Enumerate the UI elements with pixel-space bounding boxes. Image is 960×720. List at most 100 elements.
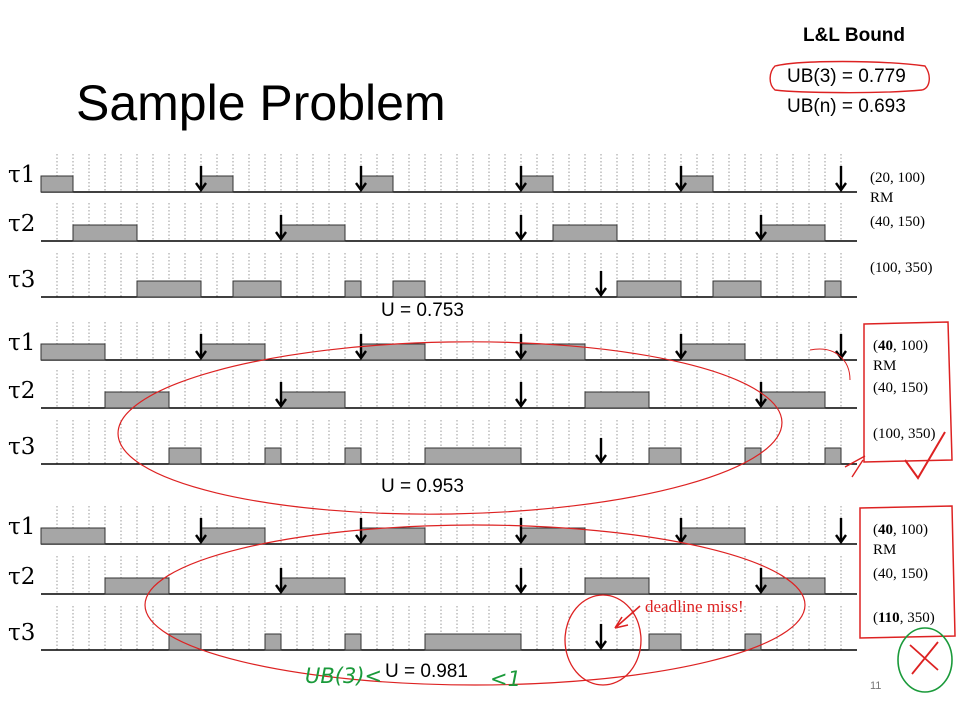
deadline-arrowhead [755,584,767,595]
execution-block [40,343,106,361]
execution-block [824,280,842,298]
utilization-label-2: U = 0.953 [381,476,464,497]
execution-block [680,343,746,361]
task-label: τ1 [8,514,35,540]
task-label: τ3 [8,434,35,460]
execution-block [552,224,618,242]
execution-block [280,577,346,595]
deadline-arrowhead [275,231,287,242]
scenario3-ellipse [144,524,806,686]
pen-stroke [809,348,851,381]
scenario3-params-box [859,505,956,639]
execution-block [616,280,682,298]
task-label: τ3 [8,620,35,646]
task3-params: (110, 350) [873,610,935,626]
task1-params: (20, 100) [870,170,925,186]
execution-block [760,224,826,242]
task-label: τ2 [8,564,35,590]
deadline-arrowhead [835,534,847,545]
utilization-label-1: U = 0.753 [381,300,464,321]
execution-block [280,391,346,409]
scheduling-policy: RM [870,190,893,206]
execution-block [232,280,282,298]
ub3-value: UB(3) = 0.779 [787,66,906,87]
task1-params: (40, 100) [873,338,928,354]
execution-block [40,527,106,545]
deadline-miss-circle [564,594,642,686]
execution-block [136,280,202,298]
task2-params: (40, 150) [873,566,928,582]
execution-block [200,343,266,361]
task2-params: (40, 150) [870,214,925,230]
task1-params: (40, 100) [873,522,928,538]
deadline-arrowhead [835,182,847,193]
task3-params: (100, 350) [873,426,936,442]
execution-block [104,577,170,595]
deadline-arrowhead [675,182,687,193]
deadline-arrowhead [835,350,847,361]
deadline-arrowhead [195,350,207,361]
deadline-miss-pointer [614,605,641,629]
deadline-arrowhead [595,287,607,298]
scenario2-params-box [863,321,953,463]
scenario2-ellipse [117,341,783,515]
checkmark [904,431,946,480]
cross-circle [897,627,953,693]
execution-block [40,175,74,193]
task-label: τ2 [8,211,35,237]
execution-block [344,633,362,651]
scheduling-policy: RM [873,358,896,374]
deadline-arrowhead [195,534,207,545]
deadline-arrowhead [675,350,687,361]
deadline-arrowhead [515,534,527,545]
execution-block [264,447,282,465]
task-label: τ1 [8,330,35,356]
task-label: τ3 [8,267,35,293]
execution-block [200,527,266,545]
execution-block [648,447,682,465]
deadline-arrowhead [515,182,527,193]
execution-block [520,527,586,545]
execution-block [72,224,138,242]
deadline-arrowhead [595,640,607,651]
deadline-arrowhead [355,182,367,193]
execution-block [680,527,746,545]
ubn-value: UB(n) = 0.693 [787,96,906,117]
slide-number: 11 [870,680,882,692]
deadline-arrowhead [755,398,767,409]
task-label: τ1 [8,162,35,188]
ll-bound-heading: L&L Bound [803,25,906,46]
task-label: τ2 [8,378,35,404]
execution-block [584,391,650,409]
execution-block [760,577,826,595]
execution-block [104,391,170,409]
execution-block [648,633,682,651]
task3-params: (100, 350) [870,260,933,276]
deadline-arrowhead [275,584,287,595]
execution-block [344,447,362,465]
deadline-arrowhead [755,231,767,242]
execution-block [264,633,282,651]
deadline-arrowhead [515,231,527,242]
slide-title: Sample Problem [76,75,446,131]
deadline-miss-annotation: deadline miss! [645,597,744,616]
deadline-arrowhead [275,398,287,409]
execution-block [280,224,346,242]
cross-mark [909,641,939,675]
deadline-arrowhead [515,398,527,409]
execution-block [360,527,426,545]
deadline-arrowhead [515,350,527,361]
execution-block [824,447,842,465]
deadline-arrowhead [355,350,367,361]
deadline-arrowhead [195,182,207,193]
execution-block [424,633,522,651]
handwritten-less-than-one: <1 [490,667,521,691]
scribble-mark [844,455,866,478]
task2-params: (40, 150) [873,380,928,396]
ub3-highlight [769,60,930,94]
execution-block [424,447,522,465]
execution-block [712,280,762,298]
deadline-arrowhead [355,534,367,545]
scheduling-policy: RM [873,542,896,558]
